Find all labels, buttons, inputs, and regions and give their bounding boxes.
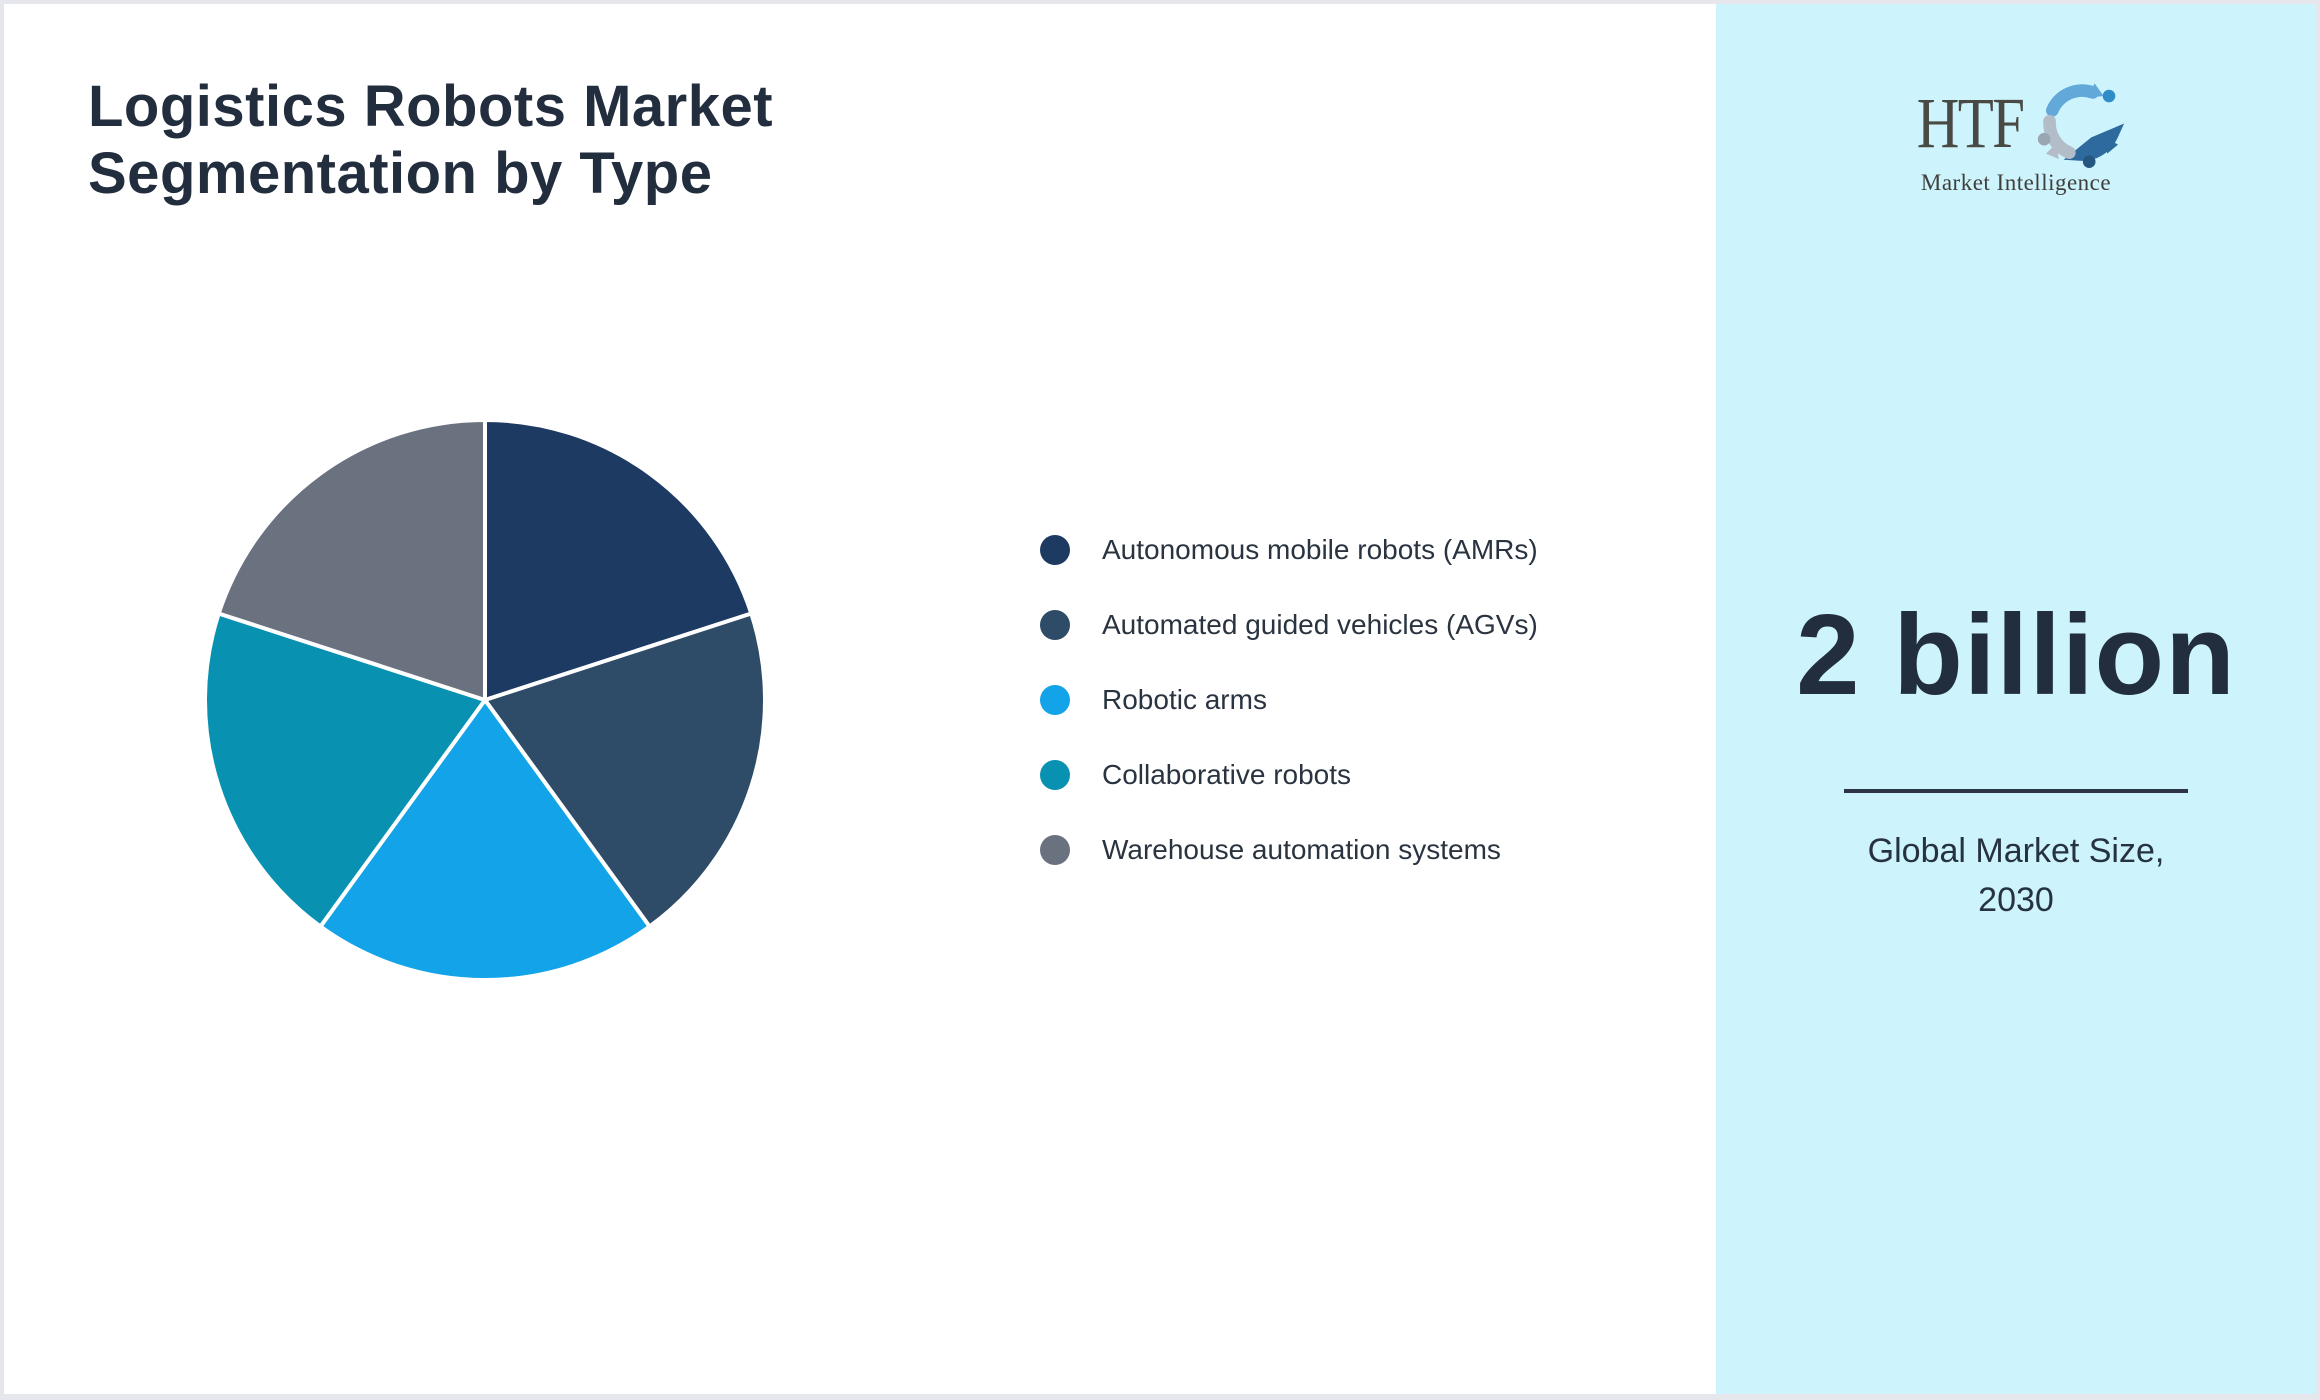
logo-subtext: Market Intelligence — [1920, 170, 2112, 195]
legend-label: Collaborative robots — [1102, 758, 1352, 790]
pie-slice — [483, 611, 767, 929]
legend-dot-icon — [1040, 684, 1070, 715]
legend-label: Warehouse automation systems — [1102, 833, 1501, 865]
pie-slice — [483, 418, 754, 702]
logo-text: HTF — [1916, 83, 2025, 163]
legend-dot-icon — [1040, 834, 1070, 865]
pie-chart-container — [192, 407, 778, 993]
market-size-value: 2 billion — [1796, 592, 2236, 719]
market-size-label: Global Market Size, 2030 — [1786, 827, 2246, 926]
market-size-label-line2: 2030 — [1978, 881, 2054, 920]
legend-item: Automated guided vehicles (AGVs) — [1040, 587, 1538, 662]
legend-label: Automated guided vehicles (AGVs) — [1102, 608, 1538, 640]
page-title: Logistics Robots Market Segmentation by … — [88, 73, 774, 207]
legend-dot-icon — [1040, 759, 1070, 790]
right-info-panel: HTF Market Intelligence 2 billion — [1716, 4, 2316, 1394]
legend-item: Warehouse automation systems — [1040, 812, 1538, 887]
legend-item: Autonomous mobile robots (AMRs) — [1040, 512, 1538, 587]
brand-logo: HTF Market Intelligence — [1716, 78, 2316, 196]
legend-label: Autonomous mobile robots (AMRs) — [1102, 533, 1538, 565]
market-size-label-line1: Global Market Size, — [1867, 832, 2165, 870]
chart-legend: Autonomous mobile robots (AMRs) Automate… — [1040, 512, 1538, 887]
legend-dot-icon — [1040, 534, 1070, 565]
divider-line — [1844, 789, 2188, 793]
pie-slice — [318, 698, 652, 982]
legend-label: Robotic arms — [1102, 683, 1267, 715]
htf-logo-swirl-icon — [2037, 83, 2125, 168]
legend-item: Collaborative robots — [1040, 737, 1538, 812]
pie-slice — [203, 611, 487, 929]
legend-item: Robotic arms — [1040, 662, 1538, 737]
legend-dot-icon — [1040, 609, 1070, 640]
pie-chart — [203, 418, 767, 982]
pie-slice — [216, 418, 487, 702]
